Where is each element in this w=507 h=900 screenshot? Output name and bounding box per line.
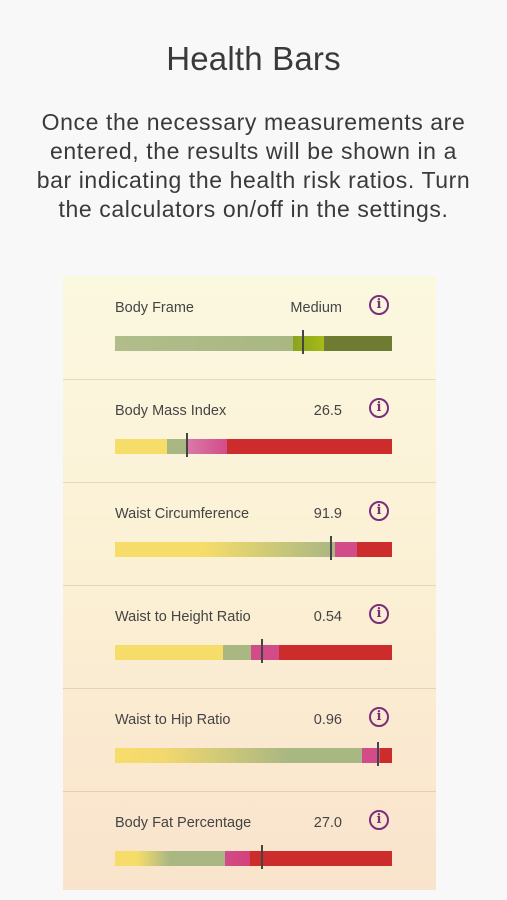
health-bar [115,330,392,354]
health-bar [115,845,392,869]
page-title: Health Bars [166,40,341,77]
bar-marker [330,536,332,560]
info-icon[interactable]: i [369,295,389,315]
bar-marker [302,330,304,354]
metric-value: Medium [290,300,342,316]
metric-row-waist-to-height: Waist to Height Ratio 0.54 i [63,585,436,688]
bar-segment-large [324,336,392,351]
bar-segment-low [115,748,362,763]
info-icon[interactable]: i [369,604,389,624]
bar-segment-overweight [251,645,279,660]
info-icon[interactable]: i [369,398,389,418]
metric-row-waist-to-hip: Waist to Hip Ratio 0.96 i [63,688,436,791]
info-icon[interactable]: i [369,501,389,521]
metric-value: 27.0 [313,815,342,831]
metric-row-waist-circumference: Waist Circumference 91.9 i [63,482,436,585]
bar-marker [377,742,379,766]
metric-row-bmi: Body Mass Index 26.5 i [63,379,436,482]
bar-segment-increased [335,542,357,557]
bar-segment-moderate [362,748,380,763]
bar-segment-low [115,542,335,557]
metric-value: 26.5 [313,403,342,419]
bar-segment-fit [115,851,225,866]
health-bar [115,536,392,560]
metric-row-body-frame: Body Frame Medium i [63,276,436,379]
metric-label: Body Frame [115,300,194,316]
bar-segment-normal [167,439,187,454]
metric-value: 91.9 [313,506,342,522]
info-icon[interactable]: i [369,810,389,830]
metric-row-body-fat: Body Fat Percentage 27.0 i [63,791,436,890]
bar-segment-high [357,542,392,557]
health-bar [115,639,392,663]
health-bar [115,742,392,766]
metric-label: Waist to Height Ratio [115,609,251,625]
bar-segment-small [115,336,293,351]
metric-label: Waist Circumference [115,506,250,522]
metric-value: 0.54 [313,609,342,625]
bar-segment-obese [250,851,392,866]
bar-segment-medium [293,336,324,351]
metric-label: Body Fat Percentage [115,815,252,831]
bar-segment-underweight [115,439,167,454]
health-bars-card: Body Frame Medium i Body Mass Index 26.5… [63,276,436,890]
bar-marker [186,433,188,457]
intro-text: Once the necessary measurements are ente… [36,109,471,222]
bar-marker [261,639,263,663]
bar-segment-overweight [187,439,227,454]
bar-segment-obese [279,645,392,660]
bar-segment-average [225,851,250,866]
bar-segment-obese [227,439,392,454]
metric-label: Waist to Hip Ratio [115,712,231,728]
bar-segment-high [380,748,392,763]
metric-value: 0.96 [313,712,342,728]
bar-segment-slim [115,645,223,660]
info-icon[interactable]: i [369,707,389,727]
health-bar [115,433,392,457]
metric-label: Body Mass Index [115,403,227,419]
bar-marker [261,845,263,869]
bar-segment-healthy [223,645,251,660]
